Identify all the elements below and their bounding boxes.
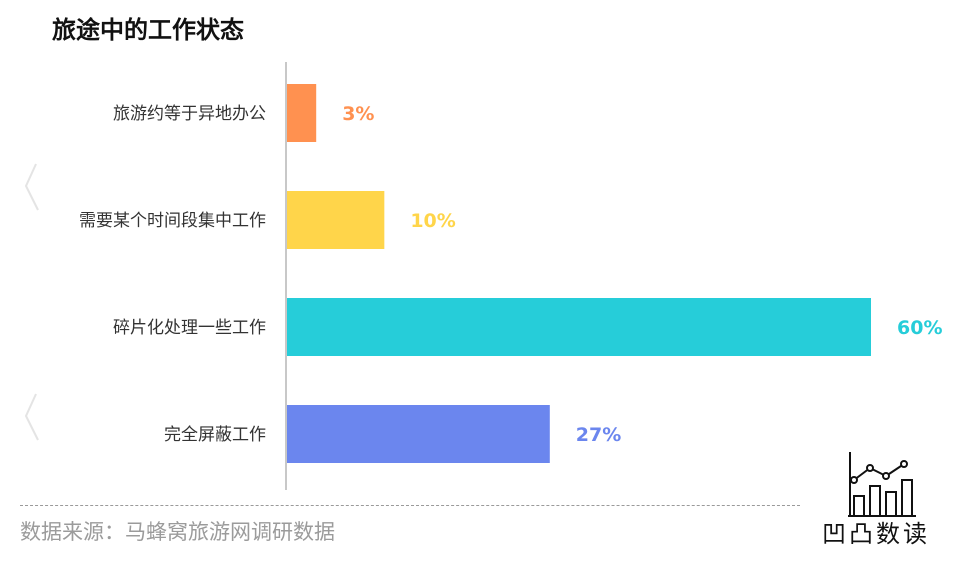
category-label: 碎片化处理一些工作 [113,318,266,338]
category-label: 旅游约等于异地办公 [113,104,266,124]
category-label: 需要某个时间段集中工作 [79,211,266,231]
category-label: 完全屏蔽工作 [164,425,266,445]
bar [287,84,317,142]
bar-chart: 旅游约等于异地办公 3% 需要某个时间段集中工作 10% 碎片化处理一些工作 60% 完全屏… [79,62,942,490]
bar [287,191,385,249]
source-note: 数据来源：马蜂窝旅游网调研数据 [20,520,335,544]
value-label: 10% [410,210,455,232]
value-label: 3% [342,103,374,125]
value-label: 27% [576,424,621,446]
decorative-mark-icon [24,393,39,441]
bar [287,405,550,463]
chart-title: 旅途中的工作状态 [52,16,244,44]
bars-layer: 旅游约等于异地办公 3% 需要某个时间段集中工作 10% 碎片化处理一些工作 60% 完全屏… [79,84,942,463]
bar-line-chart-logo-icon [848,452,916,517]
brand-name: 凹凸数读 [822,520,930,548]
bar [287,298,871,356]
footer-divider [20,505,800,506]
value-label: 60% [897,317,942,339]
decorative-mark-icon [24,163,39,211]
